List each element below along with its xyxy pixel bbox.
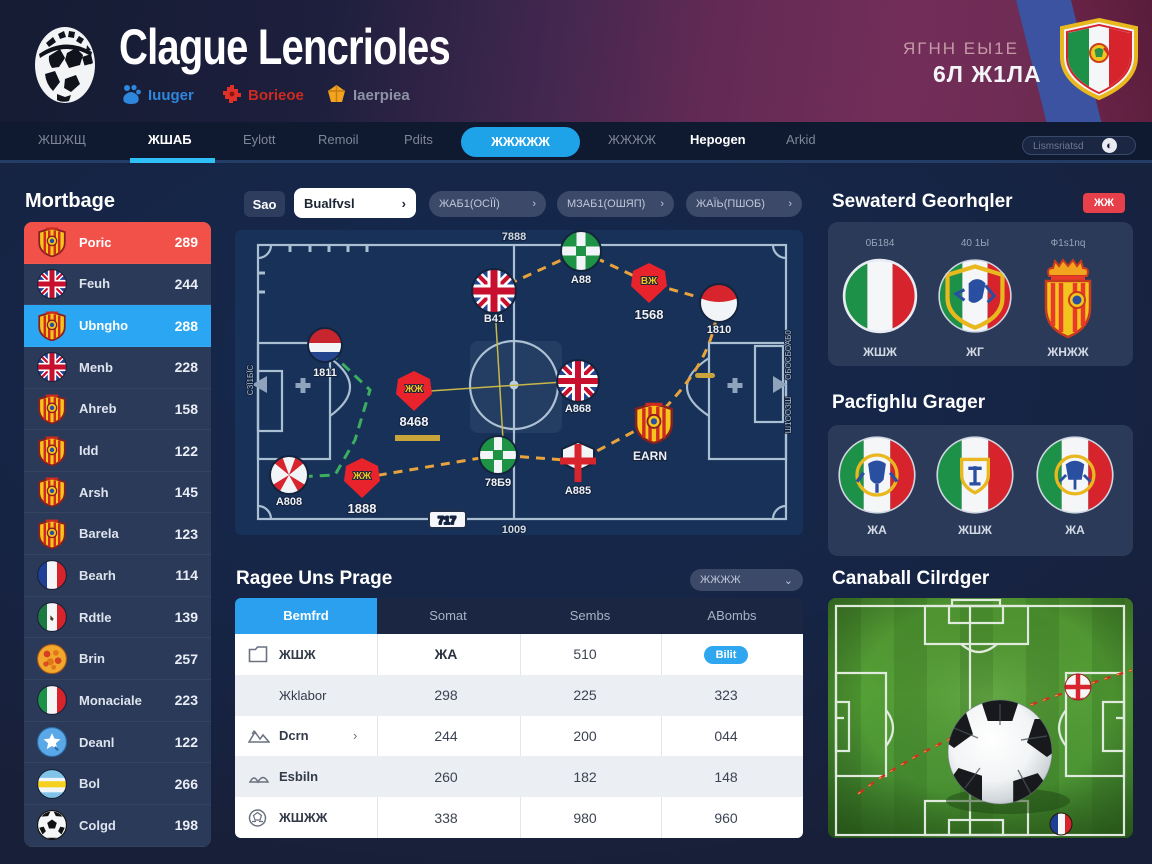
- svg-text:717: 717: [438, 515, 456, 527]
- svg-text:EARN: EARN: [633, 449, 667, 463]
- svg-text:8468: 8468: [400, 414, 429, 429]
- svg-text:ЖЖ: ЖЖ: [352, 471, 372, 482]
- svg-text:B41: B41: [484, 313, 504, 325]
- svg-text:1811: 1811: [313, 367, 337, 379]
- svg-text:Ш1ООЗШ: Ш1ООЗШ: [784, 397, 793, 433]
- svg-text:ОБОСБОАБ0: ОБОСБОАБ0: [784, 330, 793, 380]
- svg-text:A88: A88: [571, 274, 591, 286]
- svg-text:A868: A868: [565, 403, 591, 415]
- svg-text:78Б9: 78Б9: [485, 477, 511, 489]
- svg-text:1810: 1810: [707, 324, 731, 336]
- svg-text:1888: 1888: [348, 501, 377, 516]
- svg-text:СЗЇ1БЇС: СЗЇ1БЇС: [246, 365, 255, 396]
- svg-text:ЖЖ: ЖЖ: [404, 384, 424, 395]
- svg-text:A885: A885: [565, 485, 591, 497]
- svg-text:7888: 7888: [502, 231, 526, 243]
- svg-text:1568: 1568: [635, 307, 664, 322]
- svg-text:BЖ: BЖ: [641, 276, 658, 287]
- svg-text:1009: 1009: [502, 524, 526, 535]
- svg-text:A808: A808: [276, 496, 302, 508]
